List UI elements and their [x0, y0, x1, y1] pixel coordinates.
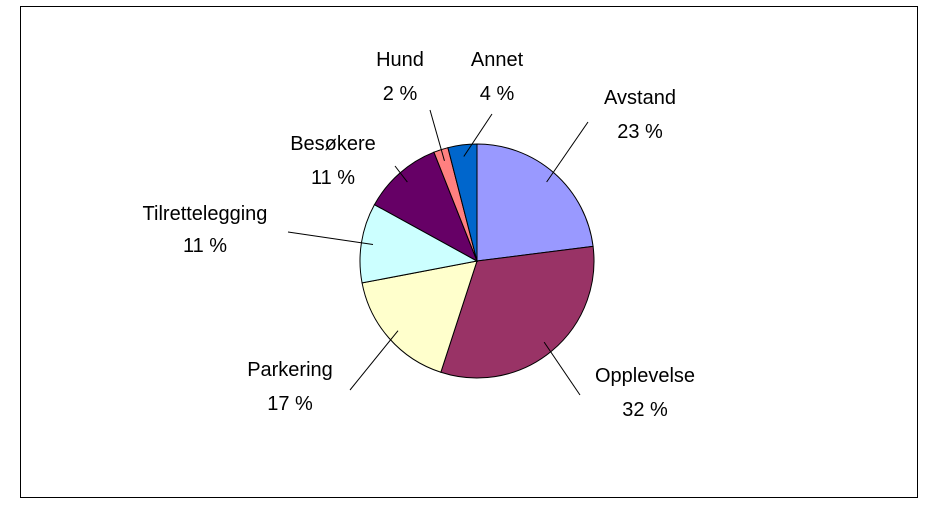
slice-label: Avstand — [604, 87, 676, 109]
pie-slice — [440, 245, 595, 379]
leader-line — [394, 165, 408, 183]
pie-slice — [361, 260, 478, 373]
leader-line — [287, 231, 374, 246]
slice-value-label: 11 % — [311, 167, 355, 189]
slice-value-label: 23 % — [617, 121, 663, 143]
pie-slice — [447, 143, 478, 262]
slice-value-label: 4 % — [480, 83, 515, 105]
leader-line — [429, 109, 445, 161]
pie-slice — [476, 143, 594, 262]
leader-line — [543, 341, 581, 396]
slice-label: Besøkere — [290, 133, 376, 155]
pie-slice — [373, 151, 478, 263]
slice-label: Hund — [376, 49, 424, 71]
slice-label: Tilrettelegging — [143, 203, 268, 225]
leader-line — [349, 330, 399, 391]
slice-label: Parkering — [247, 359, 333, 381]
slice-value-label: 32 % — [622, 399, 668, 421]
slice-value-label: 17 % — [267, 393, 313, 415]
slice-label: Opplevelse — [595, 365, 695, 387]
slice-label: Annet — [471, 49, 524, 71]
leader-line — [463, 113, 493, 157]
slice-value-label: 11 % — [183, 235, 227, 257]
slice-value-label: 2 % — [383, 83, 418, 105]
leader-line — [546, 121, 589, 183]
